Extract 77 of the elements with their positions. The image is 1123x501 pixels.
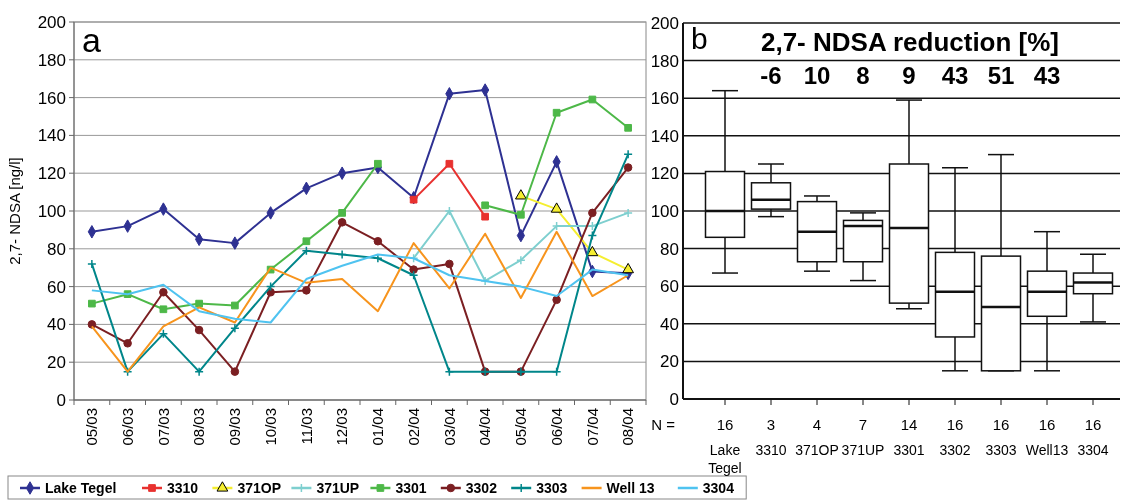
- text: 16: [1038, 416, 1056, 434]
- y-tick-label: 200: [37, 12, 66, 32]
- y-tick-label: 60: [47, 277, 66, 297]
- annotation: 51: [987, 62, 1015, 89]
- annotation: 9: [902, 62, 916, 89]
- annotation: 10: [803, 62, 831, 89]
- legend-label: 3301: [395, 479, 427, 496]
- y-tick-label: 80: [47, 239, 66, 259]
- annotation: 43: [941, 62, 969, 89]
- text: 7: [858, 416, 868, 434]
- x-tick-label: 371UP: [841, 442, 885, 458]
- x-tick-label: 06/04: [547, 408, 565, 446]
- legend-label: 371UP: [316, 479, 360, 496]
- legend-label: Well 13: [606, 479, 655, 496]
- y-tick-label: 200: [650, 13, 679, 33]
- legend-label: Lake Tegel: [45, 479, 117, 496]
- y-tick-label: 0: [56, 390, 66, 410]
- y-tick-label: 140: [37, 126, 66, 146]
- y-tick-label: 180: [37, 50, 66, 70]
- annotation: 43: [1033, 62, 1061, 89]
- y-tick-label: 180: [650, 51, 679, 71]
- text: 3: [766, 416, 776, 434]
- y-tick-label: 160: [37, 88, 66, 108]
- legend-label: 3303: [536, 479, 568, 496]
- y-tick-label: 40: [660, 314, 679, 334]
- x-tick-label: 3302: [939, 442, 971, 458]
- x-tick-label: 05/04: [512, 408, 530, 446]
- text: 14: [900, 416, 918, 434]
- x-tick-label: 371OP: [795, 442, 839, 458]
- x-tick-label: 3303: [985, 442, 1017, 458]
- text: 16: [946, 416, 964, 434]
- annotation: 8: [856, 62, 870, 89]
- text: 16: [1084, 416, 1102, 434]
- legend-label: 3304: [702, 479, 735, 496]
- x-tick-label: 02/04: [404, 408, 422, 446]
- annotation: -6: [760, 62, 782, 89]
- legend-label: 3302: [465, 479, 498, 496]
- x-tick-label: 3310: [755, 442, 787, 458]
- x-tick-label: 04/04: [476, 408, 494, 446]
- y-tick-label: 20: [660, 352, 679, 372]
- x-tick-label: Lake Tegel: [708, 442, 742, 476]
- y-tick-label: 120: [650, 164, 679, 184]
- text: N =: [651, 416, 676, 434]
- x-tick-label: 09/03: [226, 408, 244, 446]
- y-tick-label: 40: [47, 315, 66, 335]
- text: 4: [812, 416, 822, 434]
- x-tick-label: 11/03: [297, 408, 315, 445]
- x-tick-label: 07/03: [154, 408, 172, 446]
- y-tick-label: 0: [669, 389, 679, 409]
- chart-subtitle: 2,7- NDSA reduction [%]: [760, 27, 1060, 57]
- x-tick-label: 3304: [1077, 442, 1109, 458]
- x-tick-label: 07/04: [583, 408, 601, 446]
- x-tick-label: 01/04: [369, 408, 387, 446]
- y-tick-label: 120: [37, 164, 66, 184]
- text: 16: [992, 416, 1010, 434]
- y-tick-label: 80: [660, 239, 679, 259]
- chart-title: b: [691, 22, 708, 55]
- x-tick-label: 06/03: [118, 408, 136, 446]
- y-tick-label: 100: [37, 201, 66, 221]
- x-tick-label: 12/03: [333, 408, 351, 446]
- legend-label: 371OP: [237, 479, 281, 496]
- y-tick-label: 100: [650, 201, 679, 221]
- x-tick-label: 08/04: [619, 408, 637, 446]
- y-tick-label: 60: [660, 277, 679, 297]
- legend-label: 3310: [167, 479, 199, 496]
- y-tick-label: 160: [650, 89, 679, 109]
- y-tick-label: 140: [650, 126, 679, 146]
- y-tick-label: 20: [47, 353, 66, 373]
- x-tick-label: 05/03: [83, 408, 101, 446]
- chart-title: a: [82, 21, 101, 59]
- x-tick-label: 03/04: [440, 408, 458, 446]
- y-axis-title: 2,7- NDSA [ng/l]: [6, 157, 23, 265]
- x-tick-label: 3301: [893, 442, 925, 458]
- x-tick-label: Well13: [1025, 442, 1069, 458]
- text: 16: [716, 416, 734, 434]
- x-tick-label: 10/03: [261, 408, 279, 446]
- x-tick-label: 08/03: [190, 408, 208, 446]
